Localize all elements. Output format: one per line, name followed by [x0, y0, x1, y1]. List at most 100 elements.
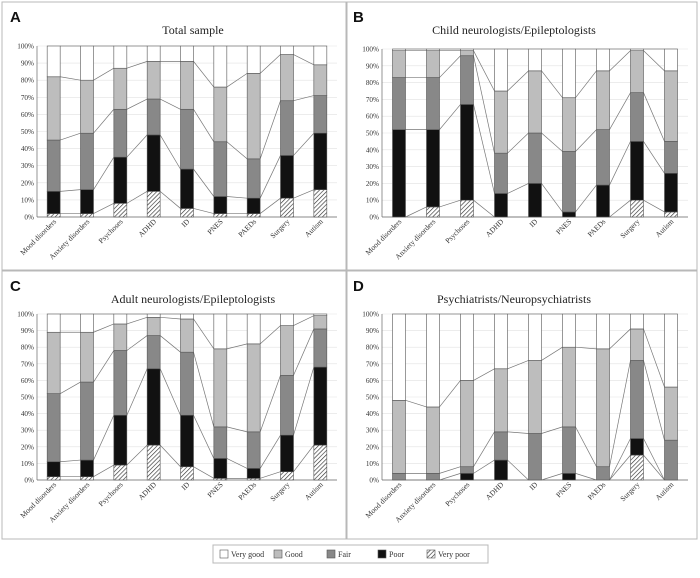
panel-c-label: C — [10, 278, 21, 295]
series-line-good — [473, 50, 495, 92]
y-tick-label: 40% — [21, 410, 34, 418]
bar-mood-disorders-poor — [46, 191, 61, 214]
series-line-fair — [541, 132, 563, 152]
series-line-good — [609, 328, 631, 350]
bar-surgery-very-poor — [280, 197, 294, 218]
panel-d-label: D — [353, 278, 364, 295]
bar-psychoses-very-good — [460, 313, 474, 381]
legend-label-very-poor: Very poor — [438, 550, 470, 559]
y-tick-label: 60% — [21, 111, 34, 119]
bar-mood-disorders-very-poor — [46, 213, 61, 218]
panel-b-title: Child neurologists/Epileptologists — [432, 23, 596, 37]
series-line-fair — [259, 100, 281, 159]
bar-id-fair — [528, 433, 542, 481]
bar-mood-disorders-fair — [46, 393, 61, 463]
series-line-fair — [507, 132, 529, 154]
series-line-poor — [193, 168, 215, 197]
bar-anxiety-disorders-poor — [80, 459, 94, 477]
bar-autism-very-poor — [313, 444, 328, 481]
y-tick-label: 50% — [366, 394, 379, 402]
bar-psychoses-good — [113, 323, 128, 351]
bar-psychoses-very-poor — [113, 464, 128, 481]
series-line-fair — [293, 95, 314, 102]
y-tick-label: 100% — [17, 311, 34, 319]
bar-paeds-fair — [246, 431, 261, 469]
series-line-fair — [93, 109, 115, 134]
y-tick-label: 90% — [21, 60, 34, 68]
series-line-very-poor — [405, 206, 427, 218]
bar-anxiety-disorders-fair — [426, 77, 440, 130]
series-line-very-poor — [93, 464, 115, 477]
series-line-good — [259, 54, 281, 74]
bar-mood-disorders-poor — [392, 129, 406, 218]
y-tick-label: 40% — [21, 145, 34, 153]
bar-id-poor — [528, 183, 542, 218]
y-tick-label: 100% — [362, 311, 379, 319]
y-tick-label: 40% — [366, 410, 379, 418]
series-line-good — [126, 316, 148, 325]
y-tick-label: 90% — [366, 62, 379, 70]
bar-mood-disorders-good — [46, 76, 61, 141]
bar-surgery-good — [630, 50, 644, 93]
bar-pnes-poor — [213, 458, 228, 479]
bar-paeds-good — [596, 348, 610, 468]
bar-id-fair — [528, 132, 542, 184]
bar-paeds-good — [596, 70, 610, 130]
bar-mood-disorders-good — [46, 331, 61, 394]
bar-adhd-poor — [494, 459, 508, 481]
series-line-very-poor — [609, 454, 631, 481]
series-line-fair — [193, 109, 215, 142]
series-line-good — [473, 368, 495, 381]
bar-anxiety-disorders-good — [80, 79, 94, 134]
y-tick-label: 80% — [366, 344, 379, 352]
y-tick-label: 50% — [366, 130, 379, 138]
y-tick-label: 0% — [24, 477, 34, 485]
y-tick-label: 70% — [21, 360, 34, 368]
bar-adhd-very-poor — [146, 191, 161, 218]
bar-mood-disorders-very-good — [392, 48, 406, 51]
bar-mood-disorders-poor — [46, 461, 61, 477]
bar-anxiety-disorders-good — [426, 50, 440, 78]
legend-swatch-good — [273, 549, 283, 559]
bar-surgery-poor — [630, 141, 644, 201]
bar-autism-good — [664, 70, 678, 142]
bar-id-very-poor — [180, 208, 194, 218]
bar-adhd-good — [146, 317, 161, 336]
bar-pnes-very-good — [213, 45, 228, 88]
y-tick-label: 60% — [21, 377, 34, 385]
series-line-very-poor — [609, 199, 631, 218]
series-line-fair — [439, 466, 461, 474]
bar-adhd-fair — [146, 98, 161, 136]
bar-paeds-good — [246, 343, 261, 433]
bar-autism-fair — [313, 328, 328, 368]
series-line-good — [541, 346, 563, 361]
bar-anxiety-disorders-good — [426, 406, 440, 474]
bar-adhd-poor — [494, 193, 508, 218]
series-line-fair — [259, 375, 281, 432]
bar-mood-disorders-fair — [392, 77, 406, 130]
series-line-very-poor — [260, 471, 281, 479]
series-line-very-poor — [193, 208, 214, 214]
series-line-poor — [507, 459, 529, 481]
series-line-good — [160, 316, 181, 320]
bar-id-very-good — [180, 45, 194, 62]
series-line-fair — [575, 426, 597, 467]
bar-psychoses-very-good — [113, 313, 128, 325]
bar-surgery-very-good — [630, 48, 644, 51]
bar-autism-very-good — [664, 313, 678, 388]
series-line-good — [541, 70, 563, 98]
bar-id-very-good — [528, 48, 542, 72]
y-tick-label: 0% — [24, 214, 34, 222]
panel-a-title: Total sample — [162, 23, 223, 37]
bar-adhd-fair — [494, 431, 508, 461]
bar-anxiety-disorders-very-good — [426, 48, 440, 51]
bar-pnes-poor — [562, 473, 576, 481]
series-line-good — [575, 70, 597, 98]
series-line-very-poor — [643, 199, 665, 213]
series-line-good — [507, 360, 529, 370]
series-line-fair — [643, 360, 665, 441]
bar-adhd-very-good — [494, 48, 508, 92]
bar-surgery-fair — [630, 360, 644, 439]
legend-label-good: Good — [285, 550, 303, 559]
